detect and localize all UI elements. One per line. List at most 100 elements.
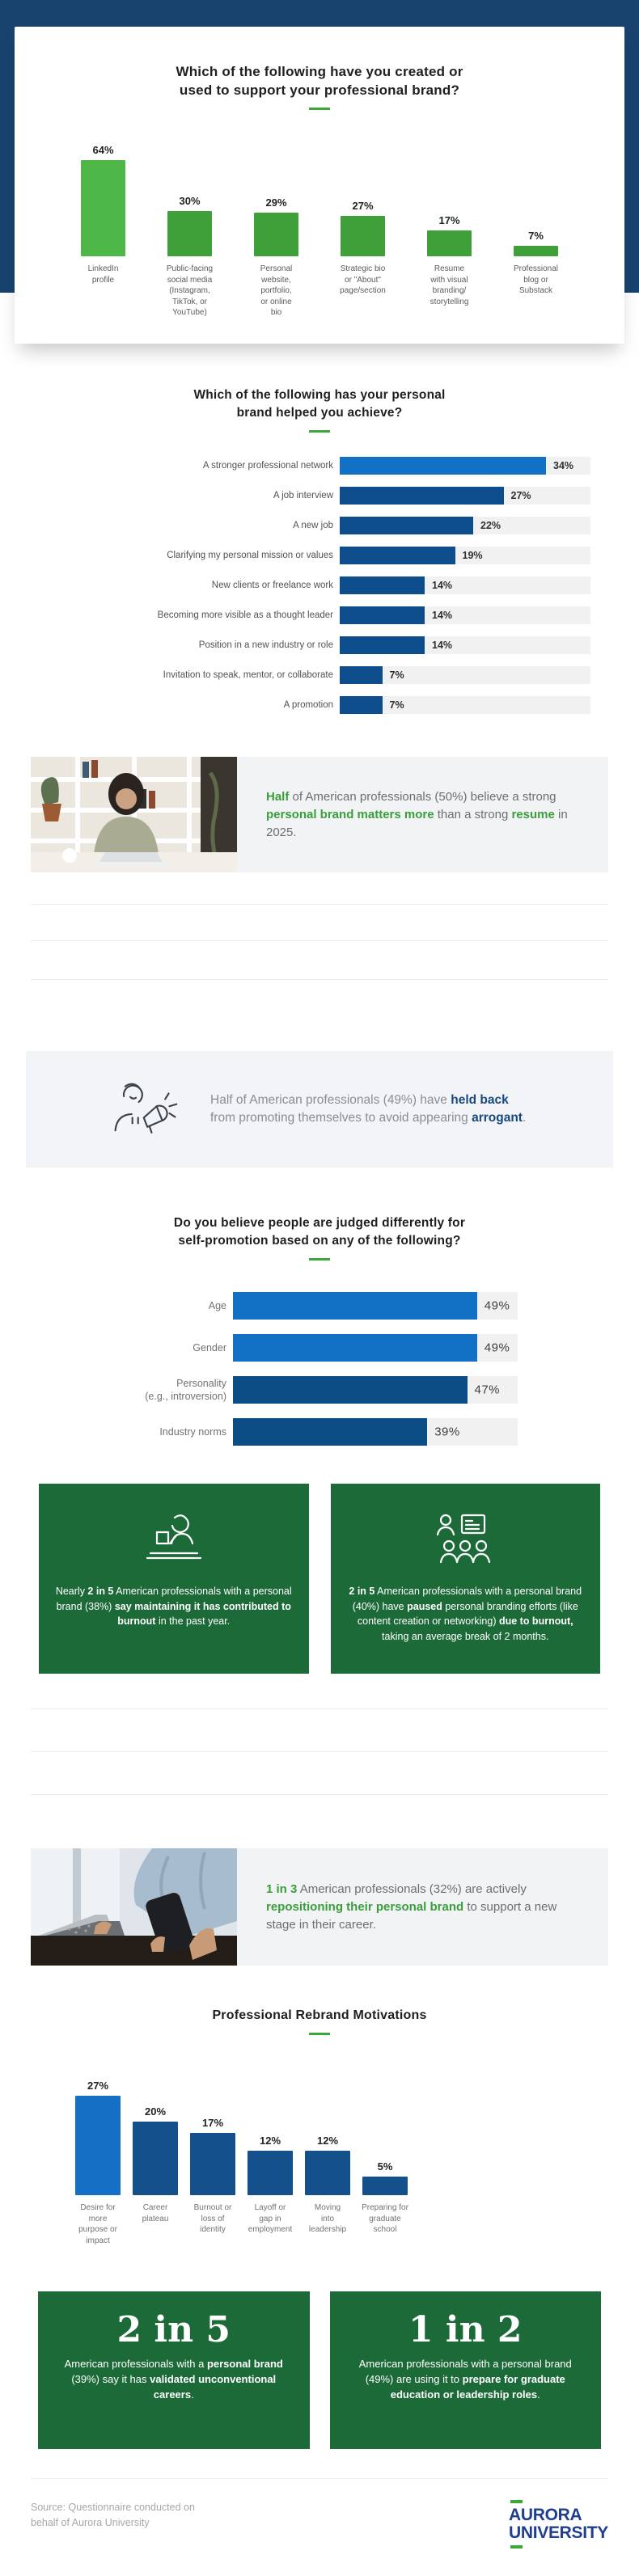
- text-segment: resume: [511, 807, 555, 821]
- bar-category-label: New clients or freelance work: [211, 580, 333, 590]
- bar-value-label: 7%: [389, 669, 404, 681]
- bar: [233, 1292, 477, 1320]
- photo-woman-laptop: [31, 757, 237, 872]
- big-stat-number: 2 in 5: [116, 2309, 231, 2350]
- text-segment: taking an average break of 2 months.: [382, 1630, 549, 1642]
- bar-value-label: 17%: [201, 2116, 224, 2129]
- footer-divider: [31, 2478, 608, 2479]
- bar-row: A job interview 27%: [31, 480, 608, 510]
- bar-column: 12% Layoff or gap in employment: [243, 2072, 297, 2236]
- bar-value-label: 12%: [316, 2135, 339, 2147]
- caption-text: Half of American professionals (50%) bel…: [266, 788, 587, 842]
- photo-hands-phone-art: [31, 1848, 237, 1966]
- text-segment: in the past year.: [155, 1615, 231, 1627]
- text-segment: Nearly: [55, 1586, 88, 1597]
- bar: [233, 1334, 477, 1362]
- bar-category-label: Burnout or loss of identity: [193, 2203, 232, 2234]
- bar: [81, 160, 125, 256]
- bar-value-label: 29%: [265, 196, 287, 209]
- source-note: Source: Questionnaire conducted on behal…: [31, 2502, 195, 2528]
- bar-category-label: Moving into leadership: [308, 2203, 347, 2234]
- text-segment: due to burnout,: [498, 1615, 573, 1627]
- text-segment: (39%) say it has: [71, 2373, 150, 2385]
- text-segment: American professionals with a personal b…: [352, 1586, 582, 1612]
- text-segment: paused: [407, 1600, 442, 1612]
- validated-careers-box: 2 in 5 American professionals with a per…: [38, 2291, 310, 2449]
- text-segment: of American professionals (50%) believe …: [289, 789, 556, 804]
- text-segment: held back: [451, 1092, 509, 1107]
- bar-value-label: 47%: [474, 1383, 501, 1397]
- green-rule: [309, 1258, 330, 1261]
- bar-row: Industry norms 39%: [31, 1411, 608, 1453]
- bar-value-label: 39%: [434, 1425, 460, 1439]
- bar-category-label: Position in a new industry or role: [198, 640, 333, 650]
- text-segment: 2 in 5: [87, 1586, 114, 1597]
- bar-row: Clarifying my personal mission or values…: [31, 540, 608, 570]
- bar-chart-rebrand-motivations: 27% Desire for more purpose or impact 20% C…: [31, 2072, 608, 2246]
- bar-category-label: Strategic bio or "About" page/section: [340, 264, 386, 295]
- chart4-title: Professional Rebrand Motivations: [212, 2008, 427, 2022]
- bar-row: A new job 22%: [31, 510, 608, 540]
- bar-category-label: Becoming more visible as a thought leade…: [157, 610, 333, 620]
- bar-category-label: Layoff or gap in employment: [248, 2203, 293, 2234]
- big-stat-text: American professionals with a personal b…: [352, 2356, 578, 2402]
- burnout-stat-box: Nearly 2 in 5 American professionals wit…: [39, 1484, 309, 1674]
- bar-value-label: 7%: [528, 230, 544, 242]
- bar-value-label: 5%: [377, 2160, 393, 2173]
- text-segment: Half: [266, 789, 290, 804]
- chart3-title: Do you believe people are judged differe…: [173, 1216, 466, 1248]
- presentation-team-icon: [437, 1514, 491, 1564]
- bar-track: 49%: [233, 1334, 518, 1362]
- bar-value-label: 49%: [484, 1341, 510, 1355]
- text-segment: validated unconventional careers: [150, 2373, 277, 2401]
- chart1-title: Which of the following have you created …: [176, 64, 463, 98]
- bar: [190, 2132, 235, 2195]
- photo-caption-brand-vs-resume: Half of American professionals (50%) bel…: [31, 757, 608, 872]
- bar-row: Invitation to speak, mentor, or collabor…: [31, 660, 608, 690]
- bar-category-label: Preparing for graduate school: [362, 2203, 408, 2234]
- bar-category-label: Clarifying my personal mission or values: [167, 550, 333, 560]
- chart2-title: Which of the following has your personal…: [193, 388, 446, 420]
- divider: [31, 1708, 608, 1709]
- bar-category-label: Personal website, portfolio, or online b…: [260, 264, 293, 317]
- bar-column: 64% LinkedIn profile: [64, 137, 143, 285]
- bar-category-label: Public-facing social media (Instagram, T…: [166, 264, 214, 317]
- text-segment: .: [522, 1111, 527, 1125]
- bar-category-label: Invitation to speak, mentor, or collabor…: [163, 669, 333, 680]
- held-back-text: Half of American professionals (49%) hav…: [210, 1092, 534, 1128]
- divider: [31, 979, 608, 980]
- divider: [31, 904, 608, 905]
- bar-category-label: Personality (e.g., introversion): [145, 1378, 226, 1402]
- bar-track: 39%: [233, 1418, 518, 1446]
- green-rule: [309, 2033, 330, 2035]
- bar-value-label: 17%: [438, 214, 460, 227]
- bar-track: 22%: [340, 516, 590, 534]
- bar-category-label: Gender: [193, 1342, 226, 1353]
- hero-section: Which of the following have you created …: [0, 0, 639, 344]
- photo-caption-repositioning: 1 in 3 American professionals (32%) are …: [31, 1848, 608, 1966]
- caption-brand-vs-resume: Half of American professionals (50%) bel…: [237, 757, 608, 872]
- bar: [427, 230, 472, 256]
- green-rule: [309, 108, 330, 110]
- text-segment: .: [191, 2388, 194, 2401]
- text-segment: personal branding efforts (like content …: [357, 1600, 578, 1628]
- text-segment: arrogant: [472, 1111, 523, 1125]
- bar-track: 47%: [233, 1376, 518, 1404]
- bar-category-label: Industry norms: [159, 1426, 226, 1438]
- bar: [233, 1418, 428, 1446]
- bar-category-label: A job interview: [273, 490, 333, 500]
- caption-text: 1 in 3 American professionals (32%) are …: [266, 1881, 587, 1934]
- bar-value-label: 34%: [553, 459, 574, 471]
- bar: [362, 2177, 408, 2195]
- bar: [254, 213, 298, 256]
- bar-value-label: 19%: [462, 549, 483, 561]
- caption-repositioning: 1 in 3 American professionals (32%) are …: [237, 1848, 608, 1966]
- bar-value-label: 14%: [432, 639, 453, 651]
- chart3-section: Do you believe people are judged differe…: [0, 1214, 639, 1453]
- bar-row: Position in a new industry or role 14%: [31, 630, 608, 660]
- presentation-team-icon: [434, 1505, 496, 1573]
- bar-column: 27% Desire for more purpose or impact: [71, 2072, 125, 2246]
- divider: [31, 1751, 608, 1752]
- text-segment: repositioning their personal brand: [266, 1899, 464, 1914]
- bar-category-label: Professional blog or Substack: [513, 264, 559, 295]
